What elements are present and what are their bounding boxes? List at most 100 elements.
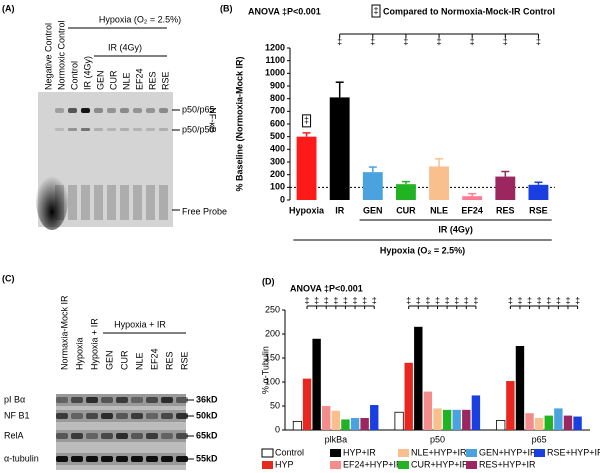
annotation: ANOVA ‡P<0.001 (248, 6, 321, 16)
sig-marker: ‡ (527, 295, 532, 305)
band-p65 (81, 108, 90, 113)
panel-label: (D) (262, 276, 275, 286)
y-tick-label: 50 (270, 400, 280, 410)
side-label: NF-κB (208, 107, 218, 133)
y-tick-label: 300 (270, 156, 285, 166)
bar (433, 408, 442, 430)
group-label: Hypoxia (O₂ = 2.5%) (380, 245, 465, 255)
bar (350, 418, 360, 430)
bar (534, 418, 544, 430)
blot-band (161, 456, 173, 462)
bar (462, 409, 471, 430)
blot-band (86, 413, 98, 419)
legend-label: RSE+HYP+IR (547, 447, 600, 457)
lane-smear (55, 185, 64, 220)
bar (528, 184, 549, 200)
row-label: NF B1 (4, 410, 30, 420)
sig-marker: ‡ (445, 295, 450, 305)
band-p65 (55, 108, 64, 113)
size-label: 36kD (196, 394, 218, 404)
lane-smear (81, 185, 90, 220)
blot-band (56, 456, 68, 462)
blot-band (131, 413, 143, 419)
x-tick-label: IR (335, 205, 345, 215)
lane-label: Hypoxia + IR (89, 318, 99, 370)
group-label: IR (4Gy) (438, 224, 473, 234)
blot-band (176, 433, 188, 439)
y-tick-label: 900 (270, 80, 285, 90)
bar (442, 409, 452, 430)
y-tick-label: 200 (270, 169, 285, 179)
blot-band (116, 397, 128, 403)
blot-band (56, 413, 68, 419)
sig-marker: ‡ (508, 295, 513, 305)
band-p50 (94, 128, 103, 131)
y-tick-label: 800 (270, 93, 285, 103)
blot-band (176, 456, 188, 462)
sig-marker: ‡ (370, 36, 375, 46)
band-label: p50/p65 (182, 104, 215, 114)
blot-band (161, 397, 173, 403)
bar (404, 362, 413, 430)
blot-band (146, 413, 158, 419)
group-label: Hypoxia + IR (114, 319, 166, 329)
bar (414, 326, 423, 430)
legend-label: CUR+HYP+IR (411, 459, 469, 469)
blot-band (101, 433, 113, 439)
lane-label: NLE (121, 72, 131, 90)
bar (563, 415, 573, 430)
y-axis-label: % α-Tubulin (260, 346, 270, 394)
lane-label: Hypoxia (74, 337, 84, 370)
bar (362, 172, 383, 200)
lane-smear (68, 185, 77, 220)
bar (396, 184, 416, 200)
blot-band (116, 456, 128, 462)
legend-swatch (262, 461, 273, 469)
legend-label: GEN+HYP+IR (479, 447, 537, 457)
blot-band (101, 397, 113, 403)
bar (544, 415, 553, 430)
panel-label: (A) (2, 3, 15, 13)
lane-label: Control (69, 61, 79, 90)
sig-marker: ‡ (372, 295, 377, 305)
legend-swatch (398, 461, 409, 469)
blot-band (146, 397, 158, 403)
y-tick-label: 150 (265, 352, 280, 362)
sig-marker: ‡ (333, 295, 338, 305)
band-p65 (94, 108, 103, 113)
blot-band (131, 433, 143, 439)
x-tick-label: RES (496, 205, 515, 215)
blot-band (131, 397, 143, 403)
legend-marker: ‡ (373, 5, 378, 15)
x-tick-label: EF24 (461, 205, 483, 215)
blot-band (176, 397, 188, 403)
x-tick-label: p65 (532, 434, 547, 444)
sig-marker: ‡ (503, 36, 508, 46)
lane-label: IR (4Gy) (82, 56, 92, 90)
row-label: α-tubulin (4, 453, 39, 463)
lane-label: EF24 (149, 348, 159, 370)
lane-smear (159, 185, 168, 220)
lane-smear (146, 185, 155, 220)
band-p50 (120, 128, 129, 131)
blot-band (146, 456, 158, 462)
lane-label: RES (147, 71, 157, 90)
x-tick-label: NLE (430, 205, 448, 215)
lane-label: CUR (108, 70, 118, 90)
lane-smear (133, 185, 142, 220)
bar (302, 378, 312, 430)
blot-band (161, 413, 173, 419)
blot-band (146, 433, 158, 439)
legend-note: Compared to Normoxia-Mock-IR Control (383, 6, 555, 16)
blot-band (86, 397, 98, 403)
bar (370, 405, 379, 430)
band-p65 (68, 108, 77, 113)
band-p65 (159, 108, 168, 113)
bar (471, 395, 481, 430)
size-label: 55kD (196, 453, 218, 463)
band-p50 (133, 128, 142, 131)
band-p50 (68, 128, 77, 131)
sig-marker: ‡ (343, 295, 348, 305)
lane-label: GEN (95, 70, 105, 90)
blot-band (101, 413, 113, 419)
